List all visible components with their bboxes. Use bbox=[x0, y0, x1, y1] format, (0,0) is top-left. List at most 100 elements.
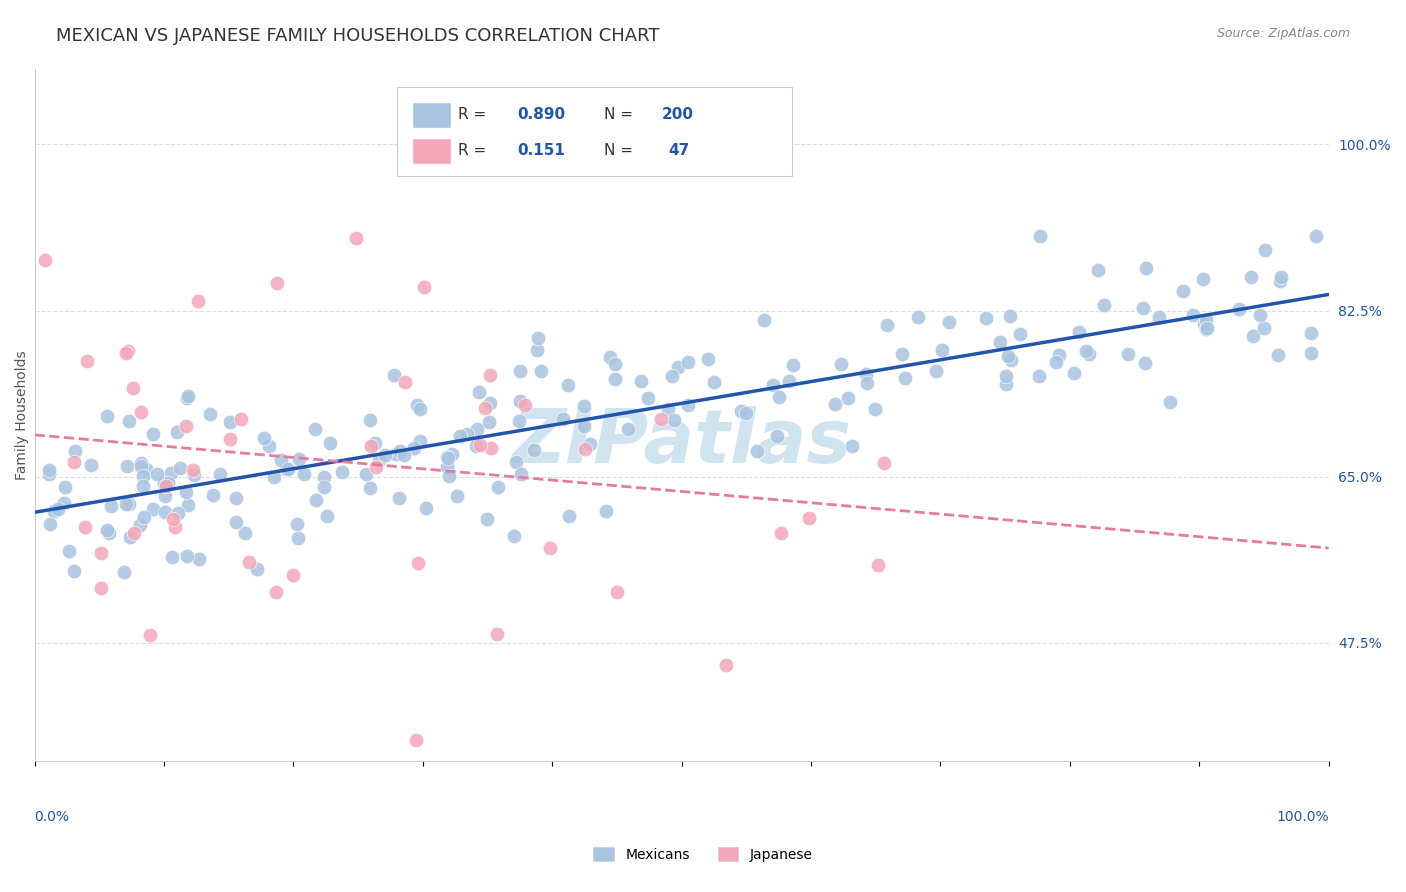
Point bbox=[115, 497, 138, 511]
Point bbox=[176, 391, 198, 405]
Point bbox=[177, 498, 200, 512]
Text: R =: R = bbox=[458, 144, 496, 159]
Point bbox=[186, 294, 208, 309]
Point bbox=[139, 628, 162, 642]
Point bbox=[359, 413, 381, 427]
Point bbox=[135, 462, 157, 476]
Text: R =: R = bbox=[458, 107, 491, 122]
Point bbox=[115, 459, 138, 474]
Point bbox=[235, 526, 257, 541]
Point bbox=[603, 372, 626, 386]
Point bbox=[100, 499, 122, 513]
Point bbox=[118, 414, 141, 428]
Point bbox=[1000, 352, 1022, 367]
Point bbox=[1047, 348, 1070, 362]
Point bbox=[44, 504, 66, 518]
Point bbox=[96, 409, 118, 423]
Point bbox=[406, 398, 429, 412]
Point bbox=[166, 425, 188, 440]
Point bbox=[112, 565, 135, 579]
Point bbox=[637, 391, 659, 405]
Point bbox=[486, 480, 509, 494]
Point bbox=[765, 429, 787, 443]
Point bbox=[208, 467, 231, 481]
Point bbox=[132, 468, 155, 483]
Point bbox=[374, 448, 396, 462]
Point bbox=[678, 355, 700, 369]
Point bbox=[866, 558, 889, 572]
Point bbox=[855, 367, 877, 381]
Point bbox=[122, 526, 145, 541]
Point bbox=[925, 364, 948, 378]
Point bbox=[449, 429, 471, 443]
Point bbox=[34, 253, 56, 268]
Point bbox=[142, 501, 165, 516]
Point bbox=[288, 451, 311, 466]
Point bbox=[319, 436, 342, 450]
Point bbox=[153, 476, 176, 491]
Point bbox=[526, 343, 548, 357]
Point bbox=[266, 276, 288, 290]
Text: 0.151: 0.151 bbox=[517, 144, 565, 159]
Point bbox=[599, 350, 621, 364]
Point bbox=[441, 447, 464, 461]
Point bbox=[263, 470, 285, 484]
Point bbox=[479, 441, 502, 455]
Point bbox=[464, 439, 486, 453]
Point bbox=[734, 406, 756, 420]
Text: 200: 200 bbox=[662, 107, 695, 122]
Point bbox=[38, 467, 60, 481]
Point bbox=[162, 512, 184, 526]
Point bbox=[238, 555, 260, 569]
Point bbox=[714, 657, 737, 672]
Point bbox=[219, 432, 242, 446]
Point bbox=[198, 407, 221, 421]
Point bbox=[409, 402, 432, 417]
Point bbox=[330, 465, 353, 479]
Point bbox=[153, 489, 176, 503]
Point bbox=[657, 401, 679, 416]
Point bbox=[169, 460, 191, 475]
Point bbox=[730, 404, 752, 418]
Point bbox=[650, 411, 672, 425]
Point bbox=[202, 487, 225, 501]
Point bbox=[160, 549, 183, 564]
Text: 47: 47 bbox=[669, 144, 690, 159]
Point bbox=[1197, 321, 1219, 335]
Point bbox=[891, 347, 914, 361]
Point bbox=[1191, 271, 1213, 285]
Point bbox=[456, 426, 478, 441]
FancyBboxPatch shape bbox=[412, 137, 451, 164]
Point bbox=[90, 546, 112, 560]
Point bbox=[406, 556, 429, 570]
Point bbox=[188, 552, 211, 566]
Point bbox=[394, 375, 416, 389]
Y-axis label: Family Households: Family Households bbox=[15, 351, 30, 480]
Point bbox=[797, 511, 820, 525]
Point bbox=[1194, 317, 1216, 331]
Point bbox=[1067, 325, 1090, 339]
Point bbox=[894, 371, 917, 385]
Point bbox=[1182, 308, 1205, 322]
Point bbox=[1267, 348, 1289, 362]
Point bbox=[907, 310, 929, 324]
Point bbox=[63, 444, 86, 458]
Point bbox=[46, 502, 69, 516]
Point bbox=[616, 422, 638, 436]
FancyBboxPatch shape bbox=[412, 102, 451, 128]
Point bbox=[595, 504, 617, 518]
Point bbox=[115, 346, 138, 360]
Point bbox=[73, 520, 96, 534]
Point bbox=[505, 455, 527, 469]
Point bbox=[388, 443, 411, 458]
Point bbox=[287, 531, 309, 545]
Point bbox=[174, 419, 197, 434]
Point bbox=[409, 434, 432, 448]
Point bbox=[146, 467, 169, 481]
Point bbox=[830, 357, 852, 371]
Point bbox=[1195, 322, 1218, 336]
Point bbox=[246, 562, 269, 576]
Point bbox=[63, 455, 86, 469]
Point bbox=[824, 397, 846, 411]
Point bbox=[253, 431, 276, 445]
